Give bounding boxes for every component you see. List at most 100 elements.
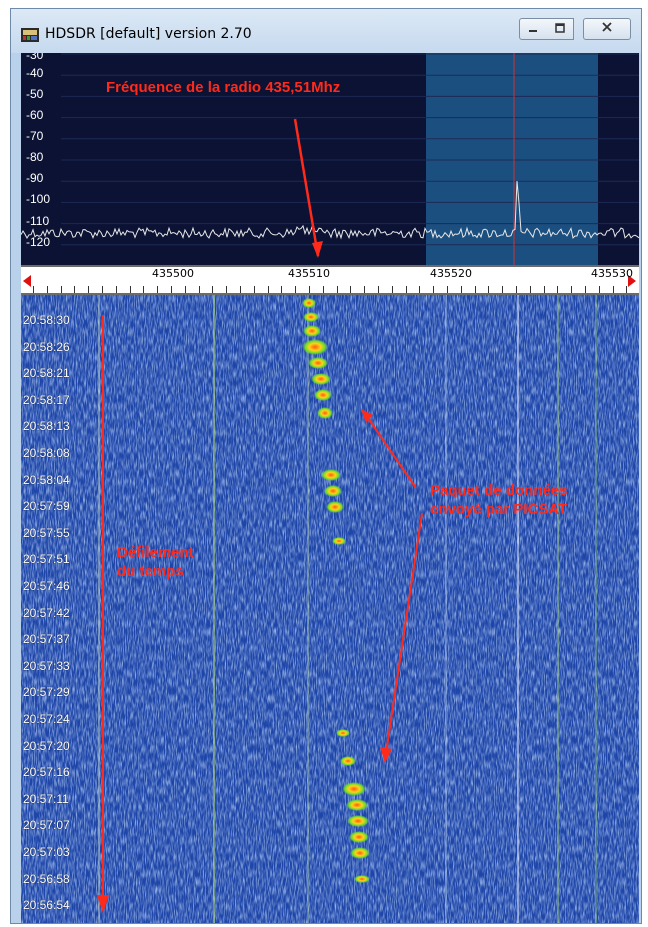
time-label: 20:58:26 — [23, 339, 70, 354]
ruler-tick — [61, 286, 62, 293]
ruler-tick — [350, 286, 351, 293]
packet-annotation-line: envoyé par PICSAT — [430, 501, 568, 518]
time-label: 20:58:30 — [23, 313, 70, 327]
ruler-tick — [488, 286, 489, 293]
close-icon — [601, 20, 613, 38]
ruler-tick — [102, 286, 103, 293]
frequency-label: 435530 — [591, 267, 633, 280]
time-label: 20:57:37 — [23, 632, 70, 647]
ruler-tick — [364, 286, 365, 293]
ruler-tick — [254, 286, 255, 293]
title-bar[interactable]: HDSDR [default] version 2.70 — [11, 9, 641, 53]
ruler-tick — [447, 286, 448, 293]
time-label: 20:57:51 — [23, 552, 70, 567]
ruler-tick — [406, 286, 407, 293]
ruler-tick — [295, 286, 296, 293]
ruler-tick — [516, 286, 517, 293]
ruler-tick — [461, 286, 462, 293]
time-label: 20:57:29 — [23, 685, 70, 700]
ruler-tick — [337, 286, 338, 293]
db-label: -90 — [26, 171, 44, 185]
ruler-tick — [626, 286, 627, 293]
time-label: 20:57:03 — [23, 845, 70, 859]
time-label: 20:57:42 — [23, 605, 70, 620]
time-label: 20:56:54 — [23, 898, 70, 913]
waterfall-display[interactable]: 20:58:30 20:58:26 20:58:21 20:58:17 20:58:13… — [21, 295, 639, 923]
time-label: 20:56:58 — [23, 871, 70, 886]
ruler-tick — [226, 286, 227, 293]
ruler-tick — [571, 286, 572, 293]
waterfall-graph — [21, 295, 639, 923]
ruler-tick — [116, 286, 117, 293]
frequency-label: 435500 — [152, 267, 194, 280]
time-label: 20:57:55 — [23, 525, 70, 540]
scroll-right-icon[interactable] — [628, 274, 636, 292]
ruler-tick — [281, 286, 282, 293]
ruler-tick — [433, 286, 434, 293]
ruler-tick — [585, 286, 586, 293]
ruler-tick — [185, 286, 186, 293]
ruler-tick — [171, 286, 172, 293]
time-label: 20:58:13 — [23, 419, 70, 434]
spectrum-display[interactable]: -30 -40 -50 -60 -70 -80 -90 -100 -110 -1… — [21, 53, 639, 265]
ruler-tick — [74, 286, 75, 293]
ruler-tick — [530, 286, 531, 293]
packet-annotation-line: Paquet de données — [430, 482, 568, 499]
minimize-icon — [528, 20, 538, 38]
ruler-tick — [419, 286, 420, 293]
db-label: -70 — [26, 129, 44, 143]
ruler-tick — [392, 286, 393, 293]
db-label: -110 — [26, 214, 50, 228]
ruler-tick — [323, 286, 324, 293]
ruler-tick — [544, 286, 545, 293]
time-annotation-line: du temps — [117, 563, 184, 580]
db-label: -120 — [26, 235, 51, 249]
ruler-tick — [33, 286, 34, 293]
close-button[interactable] — [583, 18, 631, 40]
ruler-tick — [88, 286, 89, 293]
ruler-tick — [557, 286, 558, 293]
time-label: 20:57:59 — [23, 499, 70, 514]
frequency-label: 435520 — [430, 267, 472, 280]
time-label: 20:58:08 — [23, 446, 70, 460]
time-annotation-line: Défilement — [117, 544, 194, 561]
maximize-button[interactable] — [546, 18, 574, 40]
ruler-tick — [199, 286, 200, 293]
time-label: 20:57:46 — [23, 579, 70, 593]
spectrum-graph — [21, 53, 639, 265]
maximize-icon — [554, 20, 565, 38]
ruler-tick — [212, 286, 213, 293]
hdsdr-window: HDSDR [default] version 2.70 -30 — [10, 8, 642, 924]
minimize-button[interactable] — [519, 18, 547, 40]
db-label: -80 — [26, 150, 44, 164]
db-label: -60 — [26, 108, 44, 122]
time-label: 20:57:11 — [23, 791, 69, 806]
time-label: 20:57:20 — [23, 738, 70, 753]
ruler-tick — [240, 286, 241, 293]
hdsdr-app-icon — [21, 28, 39, 47]
ruler-tick — [599, 286, 600, 293]
frequency-annotation: Fréquence de la radio 435,51Mhz — [106, 79, 341, 96]
ruler-tick — [157, 286, 158, 293]
time-label: 20:58:17 — [23, 392, 70, 407]
packet-annotation: Paquet de données envoyé par PICSAT — [430, 481, 568, 519]
time-label: 20:58:04 — [23, 472, 70, 487]
db-label: -100 — [26, 192, 51, 206]
time-label: 20:57:07 — [23, 818, 70, 833]
ruler-tick — [378, 286, 379, 293]
time-label: 20:57:16 — [23, 765, 70, 780]
time-annotation: Défilement du temps — [117, 543, 194, 581]
ruler-tick — [475, 286, 476, 293]
ruler-tick — [143, 286, 144, 293]
frequency-ruler[interactable]: 435500 435510 435520 435530 — [21, 265, 639, 295]
time-label: 20:58:21 — [23, 366, 70, 381]
db-label: -40 — [26, 66, 44, 80]
ruler-tick — [268, 286, 269, 293]
ruler-tick — [47, 286, 48, 293]
window-title: HDSDR [default] version 2.70 — [45, 26, 252, 42]
ruler-tick — [613, 286, 614, 293]
frequency-label: 435510 — [288, 267, 330, 280]
scroll-left-icon[interactable] — [23, 274, 31, 292]
ruler-tick — [309, 286, 310, 293]
ruler-tick — [502, 286, 503, 293]
